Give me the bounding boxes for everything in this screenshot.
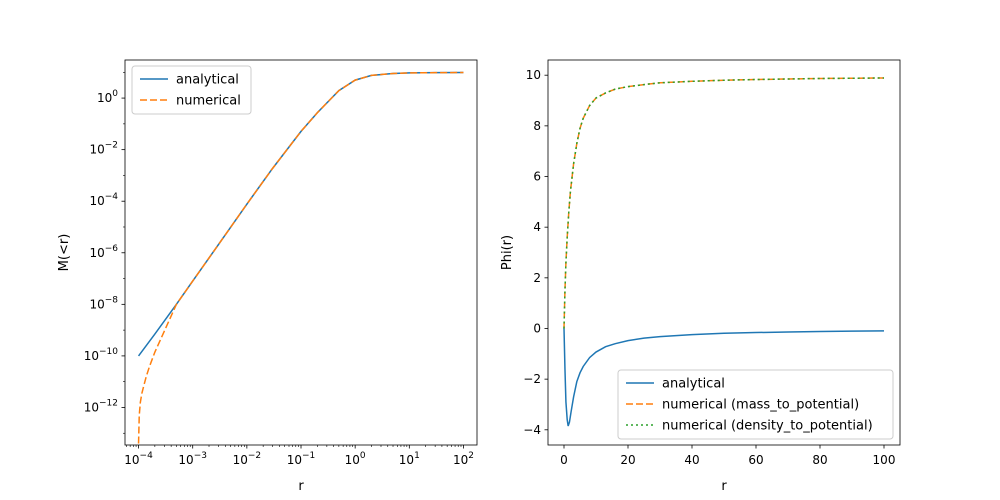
x-tick-label: 40 bbox=[684, 453, 699, 467]
y-axis-label: M(<r) bbox=[57, 234, 72, 272]
y-tick-label: 4 bbox=[533, 220, 541, 234]
legend-entry-label: numerical (density_to_potential) bbox=[662, 419, 873, 434]
x-tick-label: 102 bbox=[453, 451, 474, 467]
y-tick-label: 2 bbox=[533, 271, 541, 285]
y-tick-label: 100 bbox=[97, 89, 118, 105]
x-tick-label: 10−1 bbox=[287, 451, 316, 467]
legend-entry-label: analytical bbox=[176, 73, 239, 88]
y-axis-label: Phi(r) bbox=[500, 235, 515, 270]
y-tick-label: −4 bbox=[523, 423, 541, 437]
x-tick-label: 80 bbox=[812, 453, 827, 467]
y-tick-label: 10−10 bbox=[84, 347, 119, 363]
x-tick-label: 20 bbox=[620, 453, 635, 467]
y-tick-label: 10−12 bbox=[84, 398, 118, 414]
legend-box bbox=[131, 65, 252, 115]
x-tick-label: 10−2 bbox=[233, 451, 262, 467]
legend-entry-label: numerical bbox=[176, 94, 241, 109]
legend: analytical numerical (mass_to_potential)n… bbox=[617, 369, 894, 440]
x-tick-label: 0 bbox=[560, 453, 568, 467]
y-tick-label: 10−4 bbox=[89, 192, 118, 208]
x-tick-label: 60 bbox=[748, 453, 763, 467]
y-tick-label: 0 bbox=[533, 321, 541, 335]
axes-frame bbox=[547, 59, 901, 446]
series-line-0 bbox=[563, 328, 885, 427]
mass-profile-chart: 10−4 10−3 10−2 10−1 100 101 102 10−12 10−10 10−8 1… bbox=[57, 59, 478, 494]
legend-box bbox=[617, 369, 894, 440]
y-tick-label: 6 bbox=[533, 170, 541, 184]
y-tick-label: 8 bbox=[533, 119, 541, 133]
y-tick-label: 10−6 bbox=[89, 244, 118, 260]
legend: analytical numerical bbox=[131, 65, 252, 115]
potential-profile-chart: 0 20 40 60 80 100 −4 −2 0 2 4 6 8 10 r Phi(r) analytical… bbox=[500, 59, 901, 494]
series-line-1 bbox=[137, 71, 464, 444]
legend-entry-label: numerical (mass_to_potential) bbox=[662, 398, 859, 413]
x-tick-label: 100 bbox=[345, 451, 366, 467]
x-tick-label: 100 bbox=[873, 453, 896, 467]
y-tick-label: 10−2 bbox=[89, 141, 118, 157]
x-tick-label: 101 bbox=[399, 451, 420, 467]
y-tick-label: 10−8 bbox=[89, 295, 118, 311]
y-tick-label: 10 bbox=[526, 68, 541, 82]
x-tick-label: 10−3 bbox=[178, 451, 207, 467]
x-axis-label: r bbox=[721, 479, 727, 494]
y-tick-label: −2 bbox=[523, 372, 541, 386]
x-tick-label: 10−4 bbox=[124, 451, 153, 467]
legend-entry-label: analytical bbox=[662, 377, 725, 392]
x-axis-label: r bbox=[298, 479, 304, 494]
series-line-2 bbox=[563, 77, 885, 329]
